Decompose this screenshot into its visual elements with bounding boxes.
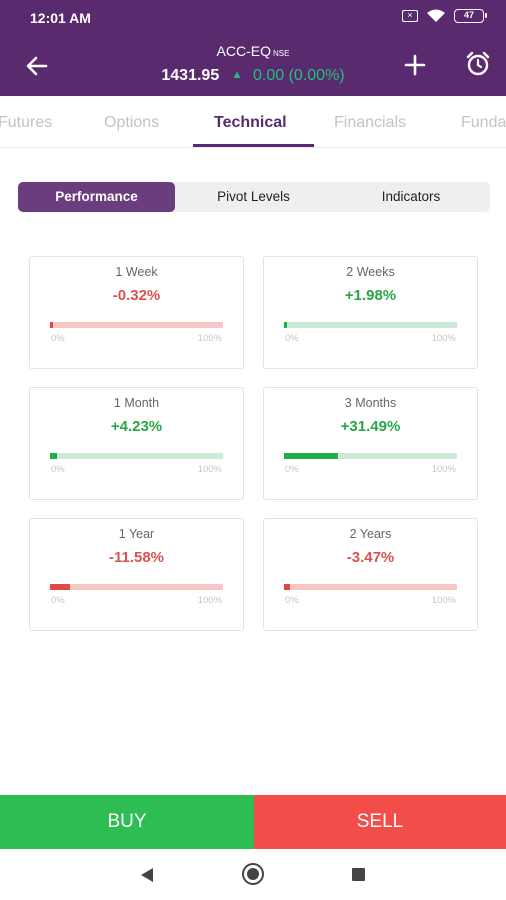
last-price: 1431.95 bbox=[161, 67, 220, 84]
tab-futures[interactable]: Futures bbox=[0, 114, 53, 131]
range-min-label: 0% bbox=[285, 464, 299, 475]
card-change: -11.58% bbox=[108, 549, 165, 566]
range-max-label: 100% bbox=[431, 333, 456, 344]
range-max-label: 100% bbox=[197, 333, 222, 344]
performance-card-1-year: 1 Year -11.58% 0% 100% bbox=[29, 518, 244, 631]
card-progress-fill bbox=[50, 584, 71, 590]
tab-options[interactable]: Options bbox=[104, 114, 160, 131]
card-progress-track bbox=[50, 584, 223, 590]
add-watchlist-icon[interactable] bbox=[402, 52, 428, 78]
range-max-label: 100% bbox=[431, 464, 456, 475]
wifi-icon bbox=[426, 9, 446, 23]
card-period: 2 Weeks bbox=[346, 265, 395, 279]
price-change: 0.00 (0.00%) bbox=[253, 67, 345, 84]
card-progress-track bbox=[284, 453, 457, 459]
performance-card-2-years: 2 Years -3.47% 0% 100% bbox=[263, 518, 478, 631]
card-progress-fill bbox=[284, 584, 290, 590]
sell-button[interactable]: SELL bbox=[254, 795, 506, 849]
status-bar: 12:01 AM × 47 bbox=[0, 0, 506, 36]
nav-home-icon[interactable] bbox=[242, 863, 264, 885]
up-triangle-icon: ▲ bbox=[231, 69, 243, 81]
performance-card-2-weeks: 2 Weeks +1.98% 0% 100% bbox=[263, 256, 478, 369]
card-change: +31.49% bbox=[340, 418, 401, 435]
card-change: -0.32% bbox=[112, 287, 161, 304]
notification-box-icon: × bbox=[402, 10, 418, 22]
system-icons: × 47 bbox=[402, 9, 487, 23]
card-progress-track bbox=[50, 322, 223, 328]
range-min-label: 0% bbox=[51, 464, 65, 475]
buy-button[interactable]: BUY bbox=[0, 795, 254, 849]
exchange-label: NSE bbox=[273, 49, 290, 58]
range-max-label: 100% bbox=[197, 595, 222, 606]
system-nav-bar bbox=[0, 849, 506, 900]
range-min-label: 0% bbox=[285, 595, 299, 606]
card-progress-fill bbox=[50, 322, 53, 328]
card-change: +4.23% bbox=[110, 418, 163, 435]
card-progress-fill bbox=[284, 322, 288, 328]
card-progress-track bbox=[50, 453, 223, 459]
tab-technical[interactable]: Technical bbox=[214, 114, 287, 131]
segment-indicators[interactable]: Indicators bbox=[381, 189, 441, 204]
card-period: 1 Year bbox=[118, 527, 155, 541]
range-max-label: 100% bbox=[197, 464, 222, 475]
tab-fundamentals[interactable]: Funda bbox=[461, 114, 506, 131]
range-min-label: 0% bbox=[51, 595, 65, 606]
card-period: 2 Years bbox=[349, 527, 392, 541]
quote-line: 1431.95 ▲ 0.00 (0.00%) bbox=[0, 67, 506, 85]
card-period: 3 Months bbox=[344, 396, 397, 410]
card-progress-track bbox=[284, 584, 457, 590]
segment-pivot-levels[interactable]: Pivot Levels bbox=[217, 189, 290, 204]
card-change: +1.98% bbox=[344, 287, 397, 304]
symbol-name: ACC-EQ bbox=[216, 43, 271, 59]
active-tab-indicator bbox=[193, 144, 314, 147]
performance-card-3-months: 3 Months +31.49% 0% 100% bbox=[263, 387, 478, 500]
card-period: 1 Month bbox=[113, 396, 160, 410]
card-progress-fill bbox=[50, 453, 58, 459]
app-header: ACC-EQ NSE 1431.95 ▲ 0.00 (0.00%) bbox=[0, 36, 506, 96]
card-change: -3.47% bbox=[346, 549, 395, 566]
performance-card-1-month: 1 Month +4.23% 0% 100% bbox=[29, 387, 244, 500]
nav-back-icon[interactable] bbox=[140, 867, 154, 883]
card-progress-fill bbox=[284, 453, 339, 459]
range-min-label: 0% bbox=[51, 333, 65, 344]
detail-tabs: Futures Options Technical Financials Fun… bbox=[0, 96, 506, 148]
segment-performance[interactable]: Performance bbox=[18, 182, 175, 212]
range-min-label: 0% bbox=[285, 333, 299, 344]
range-max-label: 100% bbox=[431, 595, 456, 606]
symbol-title: ACC-EQ NSE bbox=[0, 43, 506, 59]
back-arrow-icon[interactable] bbox=[24, 53, 50, 79]
battery-icon: 47 bbox=[454, 9, 487, 23]
nav-recent-icon[interactable] bbox=[352, 868, 365, 881]
card-progress-track bbox=[284, 322, 457, 328]
alarm-clock-icon[interactable] bbox=[464, 50, 492, 78]
card-period: 1 Week bbox=[115, 265, 158, 279]
performance-card-1-week: 1 Week -0.32% 0% 100% bbox=[29, 256, 244, 369]
technical-segment-control: Performance Pivot Levels Indicators bbox=[18, 182, 490, 212]
tab-financials[interactable]: Financials bbox=[334, 114, 407, 131]
status-time: 12:01 AM bbox=[30, 10, 91, 26]
